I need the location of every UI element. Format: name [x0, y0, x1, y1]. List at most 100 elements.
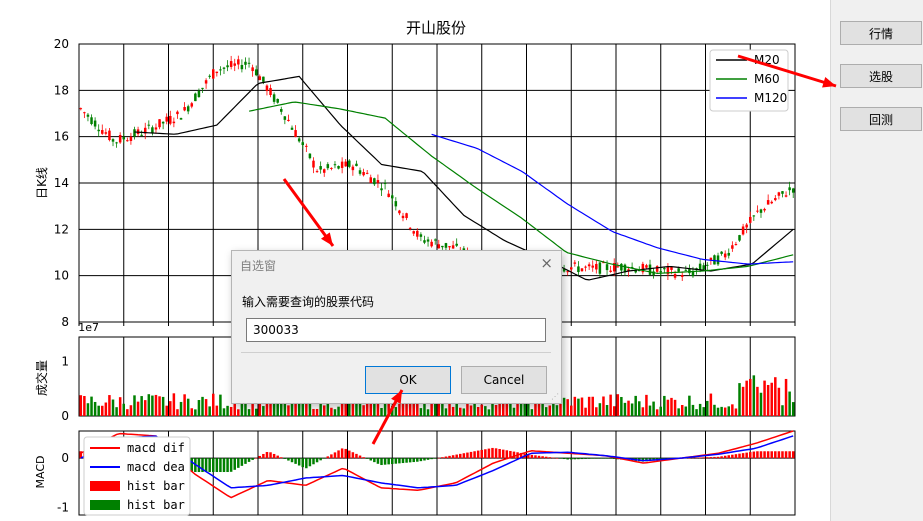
volume-bar — [308, 395, 312, 416]
macd-hist-bar — [695, 457, 698, 459]
candle-body — [340, 161, 344, 168]
volume-bar — [702, 407, 705, 416]
market-button[interactable]: 行情 — [840, 21, 922, 45]
candle-body — [365, 172, 369, 174]
candle-body — [430, 241, 433, 247]
volume-bar — [623, 402, 627, 416]
candle-body — [358, 170, 362, 174]
macd-hist-bar — [459, 453, 462, 459]
stock-code-input[interactable] — [246, 318, 546, 342]
candle-body — [83, 112, 86, 114]
macd-hist-bar — [595, 458, 598, 459]
macd-hist-bar — [484, 449, 487, 459]
candle-body — [308, 153, 312, 159]
macd-hist-bar — [494, 448, 498, 459]
macd-hist-bar — [426, 458, 430, 460]
macd-hist-bar — [365, 458, 369, 459]
candle-body — [791, 188, 795, 193]
candle-body — [197, 90, 201, 98]
macd-hist-bar — [788, 451, 791, 459]
candle-body — [612, 263, 616, 272]
candle-body — [591, 265, 594, 268]
macd-hist-bar — [505, 450, 509, 459]
candle-body — [233, 63, 236, 66]
volume-bar — [548, 405, 552, 416]
volume-bar — [247, 409, 251, 416]
macd-hist-bar — [577, 458, 580, 460]
backtest-button[interactable]: 回测 — [840, 107, 922, 131]
candle-body — [201, 87, 204, 89]
candle-body — [756, 210, 759, 212]
legend-label: M120 — [754, 91, 787, 105]
macd-hist-bar — [741, 453, 745, 459]
volume-tick-label: 1 — [61, 355, 69, 369]
candle-body — [423, 240, 426, 243]
volume-bar — [83, 396, 86, 416]
dialog-prompt-label: 输入需要查询的股票代码 — [242, 295, 375, 309]
volume-bar — [634, 395, 637, 416]
candle-body — [133, 129, 136, 137]
macd-hist-bar — [466, 452, 469, 459]
volume-bar — [731, 404, 734, 416]
volume-bar — [226, 405, 229, 416]
macd-hist-bar — [348, 450, 351, 459]
volume-bar — [315, 408, 319, 416]
macd-hist-bar — [201, 458, 204, 473]
volume-bar — [591, 396, 594, 416]
candle-body — [169, 115, 172, 124]
macd-hist-bar — [688, 457, 691, 459]
candle-body — [362, 172, 365, 176]
macd-hist-bar — [315, 458, 319, 463]
candle-body — [219, 69, 222, 71]
macd-dea-line — [80, 435, 794, 489]
macd-hist-bar — [745, 452, 748, 459]
close-icon[interactable]: × — [540, 254, 553, 272]
candle-body — [315, 171, 319, 173]
candle-body — [355, 163, 358, 167]
candle-body — [451, 245, 455, 249]
macd-hist-bar — [408, 458, 412, 463]
volume-bar — [115, 407, 118, 416]
cancel-button[interactable]: Cancel — [461, 366, 547, 394]
volume-bar — [122, 403, 126, 416]
candle-body — [419, 234, 423, 237]
macd-hist-bar — [770, 451, 773, 459]
candle-body — [254, 69, 258, 76]
candle-body — [93, 120, 97, 127]
candle-body — [752, 215, 756, 217]
volume-bar — [423, 402, 426, 416]
candle-body — [566, 271, 569, 273]
volume-bar — [766, 384, 770, 416]
macd-hist-bar — [487, 448, 491, 459]
candle-body — [706, 264, 709, 266]
candle-body — [319, 166, 322, 170]
volume-bar — [627, 400, 630, 416]
resize-grip-icon[interactable]: ⋰ — [551, 392, 559, 401]
macd-hist-bar — [376, 458, 380, 464]
stock-select-button[interactable]: 选股 — [840, 64, 922, 88]
macd-hist-bar — [398, 458, 401, 464]
macd-hist-bar — [512, 451, 516, 459]
volume-bar — [305, 399, 308, 416]
candle-body — [577, 266, 580, 273]
candle-body — [265, 85, 269, 92]
macd-hist-bar — [387, 458, 390, 465]
macd-tick-label: 0 — [61, 451, 69, 465]
candle-body — [648, 264, 652, 275]
candle-body — [376, 180, 380, 183]
candle-body — [645, 265, 648, 268]
volume-bar — [201, 396, 204, 416]
ok-button[interactable]: OK — [365, 366, 451, 394]
volume-bar — [666, 399, 670, 416]
candle-body — [390, 195, 394, 199]
macd-hist-bar — [380, 458, 383, 466]
macd-hist-bar — [215, 458, 219, 473]
macd-hist-bar — [569, 458, 573, 460]
volume-bar — [612, 406, 616, 416]
candle-body — [251, 67, 254, 72]
macd-hist-bar — [763, 451, 766, 459]
volume-bar — [240, 403, 244, 416]
candle-body — [237, 59, 240, 65]
candle-body — [698, 263, 702, 270]
candle-body — [766, 200, 770, 205]
